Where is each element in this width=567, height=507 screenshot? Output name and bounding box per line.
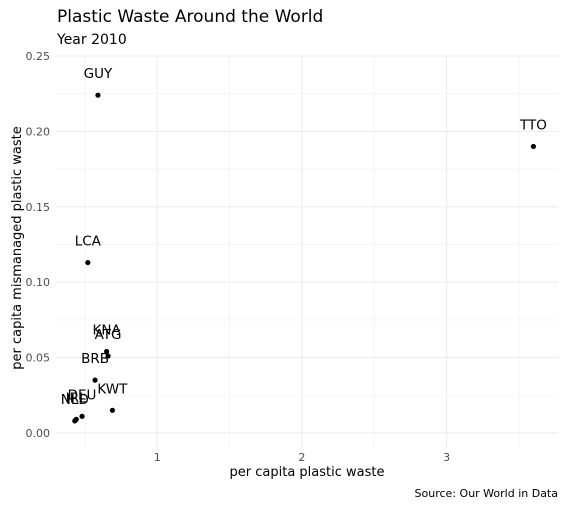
y-tick-label: 0.25 xyxy=(26,50,51,63)
x-tick-label: 3 xyxy=(443,451,450,464)
data-points xyxy=(72,92,537,424)
data-point-nld xyxy=(72,418,78,424)
data-point-guy xyxy=(95,92,101,98)
x-axis-title: per capita plastic waste xyxy=(230,465,385,480)
data-point-kwt xyxy=(109,407,116,413)
y-tick-label: 0.05 xyxy=(26,352,51,365)
point-label-kna: KNA xyxy=(93,323,122,339)
point-label-atg: ATG xyxy=(95,327,122,343)
chart-subtitle: Year 2010 xyxy=(56,32,127,48)
point-label-lca: LCA xyxy=(75,234,102,250)
data-point-kna xyxy=(104,348,110,355)
point-label-deu: DEU xyxy=(68,387,97,403)
tick-labels: 0.00 0.05 0.10 0.15 0.20 0.25 1 2 3 xyxy=(26,50,451,464)
data-point-deu xyxy=(79,413,85,419)
y-tick-label: 0.20 xyxy=(26,125,51,138)
chart-title: Plastic Waste Around the World xyxy=(57,7,323,27)
point-label-tto: TTO xyxy=(519,117,547,133)
data-point-brb xyxy=(92,377,98,383)
point-label-irl: IRL xyxy=(66,390,87,406)
y-tick-label: 0.10 xyxy=(26,276,51,289)
y-tick-label: 0.00 xyxy=(26,427,51,440)
x-tick-label: 1 xyxy=(154,451,161,464)
y-axis-title: per capita mismanaged plastic waste xyxy=(10,126,25,369)
y-tick-label: 0.15 xyxy=(26,201,51,214)
chart-caption: Source: Our World in Data xyxy=(415,487,558,500)
point-label-guy: GUY xyxy=(84,66,113,82)
data-point-lca xyxy=(85,259,91,266)
data-point-atg xyxy=(105,353,111,359)
grid xyxy=(56,55,558,448)
point-label-kwt: KWT xyxy=(97,381,128,397)
point-label-brb: BRB xyxy=(81,351,109,367)
x-tick-label: 2 xyxy=(298,451,305,464)
data-point-tto xyxy=(530,143,537,150)
point-label-nld: NLD xyxy=(61,392,89,408)
